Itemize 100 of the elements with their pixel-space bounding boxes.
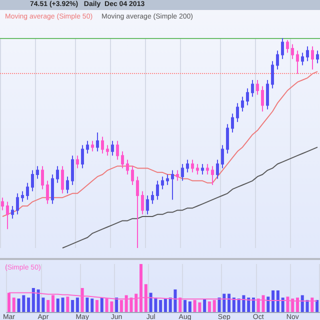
candlestick [191, 159, 194, 173]
bar [115, 298, 118, 312]
bar [32, 288, 35, 312]
candlestick [51, 174, 54, 204]
bar [46, 300, 50, 312]
candlestick [106, 144, 109, 156]
candlestick [1, 197, 4, 211]
candlestick [76, 155, 79, 169]
candlestick [21, 190, 24, 202]
bar [144, 284, 148, 312]
candlestick [231, 113, 234, 133]
candlestick [46, 180, 49, 204]
bar [120, 300, 123, 312]
candlestick [251, 80, 254, 98]
candlestick [196, 164, 199, 175]
candlestick [286, 40, 289, 54]
bar [247, 298, 250, 312]
bar [71, 300, 74, 312]
bar [228, 294, 231, 312]
bar [90, 298, 94, 312]
bar [66, 296, 70, 312]
candlestick [96, 132, 99, 152]
candlestick [146, 195, 149, 215]
bar [80, 288, 84, 312]
candlestick [166, 174, 169, 186]
bar [291, 298, 294, 312]
bar [252, 298, 255, 312]
bar [286, 296, 290, 312]
candlestick [281, 38, 284, 60]
bar [178, 298, 182, 312]
candlestick [56, 166, 59, 184]
candlestick [116, 140, 119, 160]
bar [164, 298, 167, 312]
candlestick [296, 50, 299, 74]
bar [95, 300, 98, 312]
bar [134, 294, 138, 312]
candlestick [301, 52, 304, 66]
candlestick [261, 86, 264, 112]
candlestick [276, 50, 279, 70]
candlestick [171, 170, 174, 200]
candlestick [216, 159, 219, 180]
bar [262, 295, 265, 312]
candlestick [211, 166, 214, 186]
candlestick [206, 164, 209, 175]
bar [7, 292, 10, 312]
bar [51, 295, 54, 312]
bar [61, 298, 64, 312]
candlestick [236, 102, 239, 122]
candlestick [316, 50, 319, 64]
candlestick [176, 170, 179, 182]
candlestick [291, 44, 294, 60]
bar [296, 298, 299, 312]
candlestick [271, 60, 274, 89]
bar [316, 300, 319, 312]
candlestick [31, 170, 34, 192]
bar [56, 298, 60, 312]
candlestick [111, 140, 114, 156]
candlestick [161, 176, 164, 190]
bar [281, 298, 284, 312]
bar [159, 300, 162, 312]
bar [140, 264, 143, 312]
candlestick [141, 190, 144, 215]
bar [306, 300, 309, 312]
candlestick [36, 166, 39, 180]
bar [100, 298, 104, 312]
candlestick [241, 96, 244, 112]
bar [184, 300, 187, 312]
candlestick [221, 144, 224, 169]
candlestick [306, 46, 309, 62]
candlestick [181, 164, 184, 182]
bar [272, 290, 275, 312]
candlestick [91, 140, 94, 152]
candlestick [226, 124, 229, 154]
candlestick [136, 176, 139, 248]
candlestick [26, 182, 29, 200]
bar [300, 295, 304, 312]
candlestick [41, 166, 44, 190]
bar [188, 301, 192, 312]
candlestick [311, 46, 314, 70]
candlestick [156, 180, 159, 200]
candlestick [266, 80, 269, 110]
candlestick [101, 136, 104, 154]
bar [27, 298, 30, 312]
candlestick [61, 166, 64, 194]
candlestick [81, 144, 84, 169]
bar [310, 298, 314, 312]
candlestick [71, 155, 74, 186]
bar [203, 298, 206, 312]
candlestick [201, 164, 204, 175]
candlestick [121, 150, 124, 169]
bar [212, 300, 216, 312]
bar [266, 296, 270, 312]
candlestick [16, 192, 19, 215]
candlestick [6, 201, 9, 230]
candlestick [131, 166, 134, 186]
candlestick [126, 159, 129, 175]
candlestick [186, 159, 189, 173]
bar [208, 301, 211, 312]
candlestick [66, 176, 69, 194]
candlestick [256, 80, 259, 96]
